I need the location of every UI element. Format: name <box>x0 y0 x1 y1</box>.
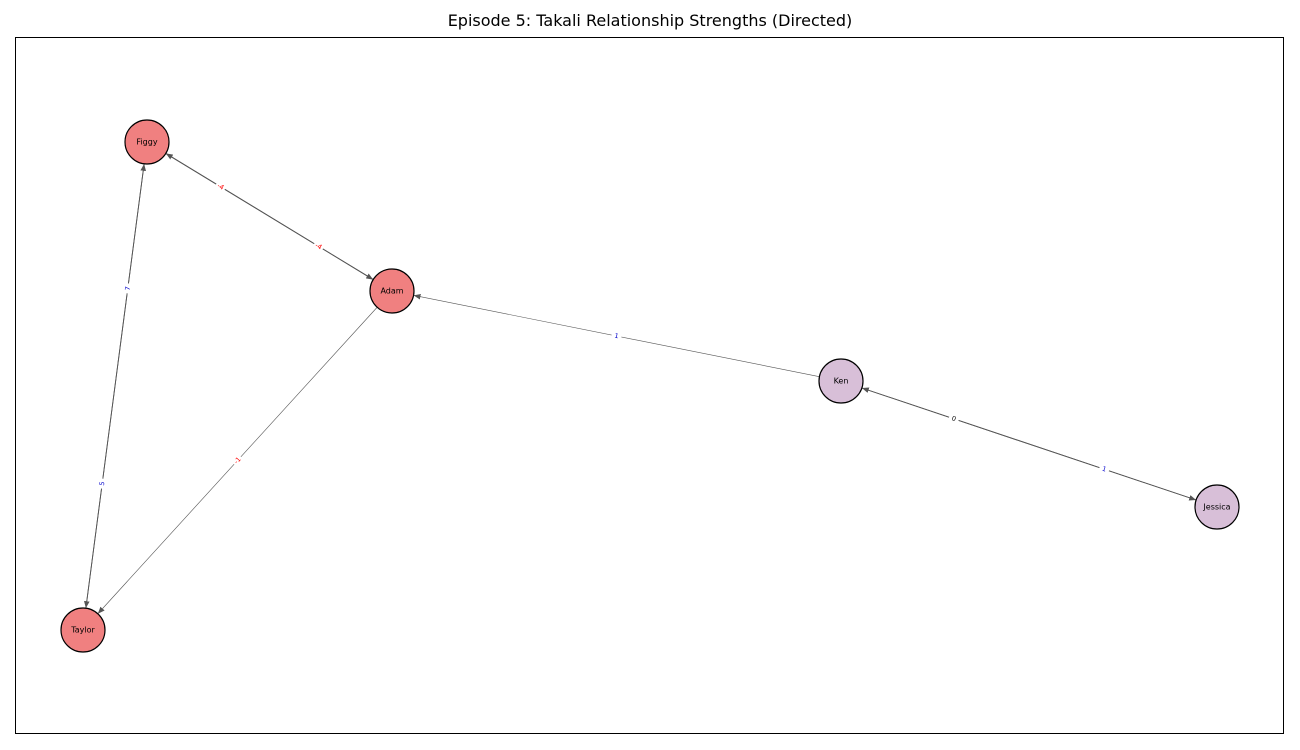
node-label: Adam <box>380 287 403 296</box>
edge-label-background <box>97 478 107 490</box>
node-circle <box>818 358 864 404</box>
edge-ken-to-jessica <box>861 387 1197 501</box>
node-circle <box>1194 484 1240 530</box>
edge-label-background <box>231 454 244 467</box>
edge-figgy-to-adam <box>165 153 374 280</box>
edge-weight-label: 0 <box>951 414 957 423</box>
edge-weight-label: 1 <box>614 332 620 341</box>
node-label: Figgy <box>136 138 157 147</box>
plot-frame <box>15 37 1284 734</box>
edge-label-background <box>214 180 227 193</box>
node-label: Jessica <box>1202 503 1230 512</box>
edge-weight-label: 5 <box>98 481 106 486</box>
edge-weight-label: 7 <box>124 286 132 291</box>
node-ken: Ken <box>818 358 864 404</box>
node-label: Taylor <box>70 626 95 635</box>
edges-layer <box>83 153 1197 614</box>
nodes-layer: Figgy Adam Taylor Ken Jessica <box>60 119 1240 653</box>
node-jessica: Jessica <box>1194 484 1240 530</box>
edge-label-background <box>312 240 325 253</box>
node-label: Ken <box>834 377 849 386</box>
edge-weight-label: -4 <box>314 241 324 251</box>
node-figgy: Figgy <box>124 119 170 165</box>
edge-weight-label: 1 <box>1101 465 1107 474</box>
edge-label-background <box>123 282 133 294</box>
edge-label-background <box>947 413 960 425</box>
edge-weight-label: -1 <box>232 455 242 465</box>
node-taylor: Taylor <box>60 607 106 653</box>
edge-weight-label: -4 <box>216 182 226 192</box>
edge-label-background <box>1098 463 1111 475</box>
node-circle <box>124 119 170 165</box>
node-adam: Adam <box>369 268 415 314</box>
edge-figgy-to-taylor <box>83 163 145 609</box>
node-circle <box>369 268 415 314</box>
node-circle <box>60 607 106 653</box>
chart-title: Episode 5: Takali Relationship Strengths… <box>447 11 853 30</box>
edge-label-background <box>610 331 623 341</box>
edge-labels-layer: -4 -4 7 5 -1 1 0 1 <box>97 180 1111 490</box>
